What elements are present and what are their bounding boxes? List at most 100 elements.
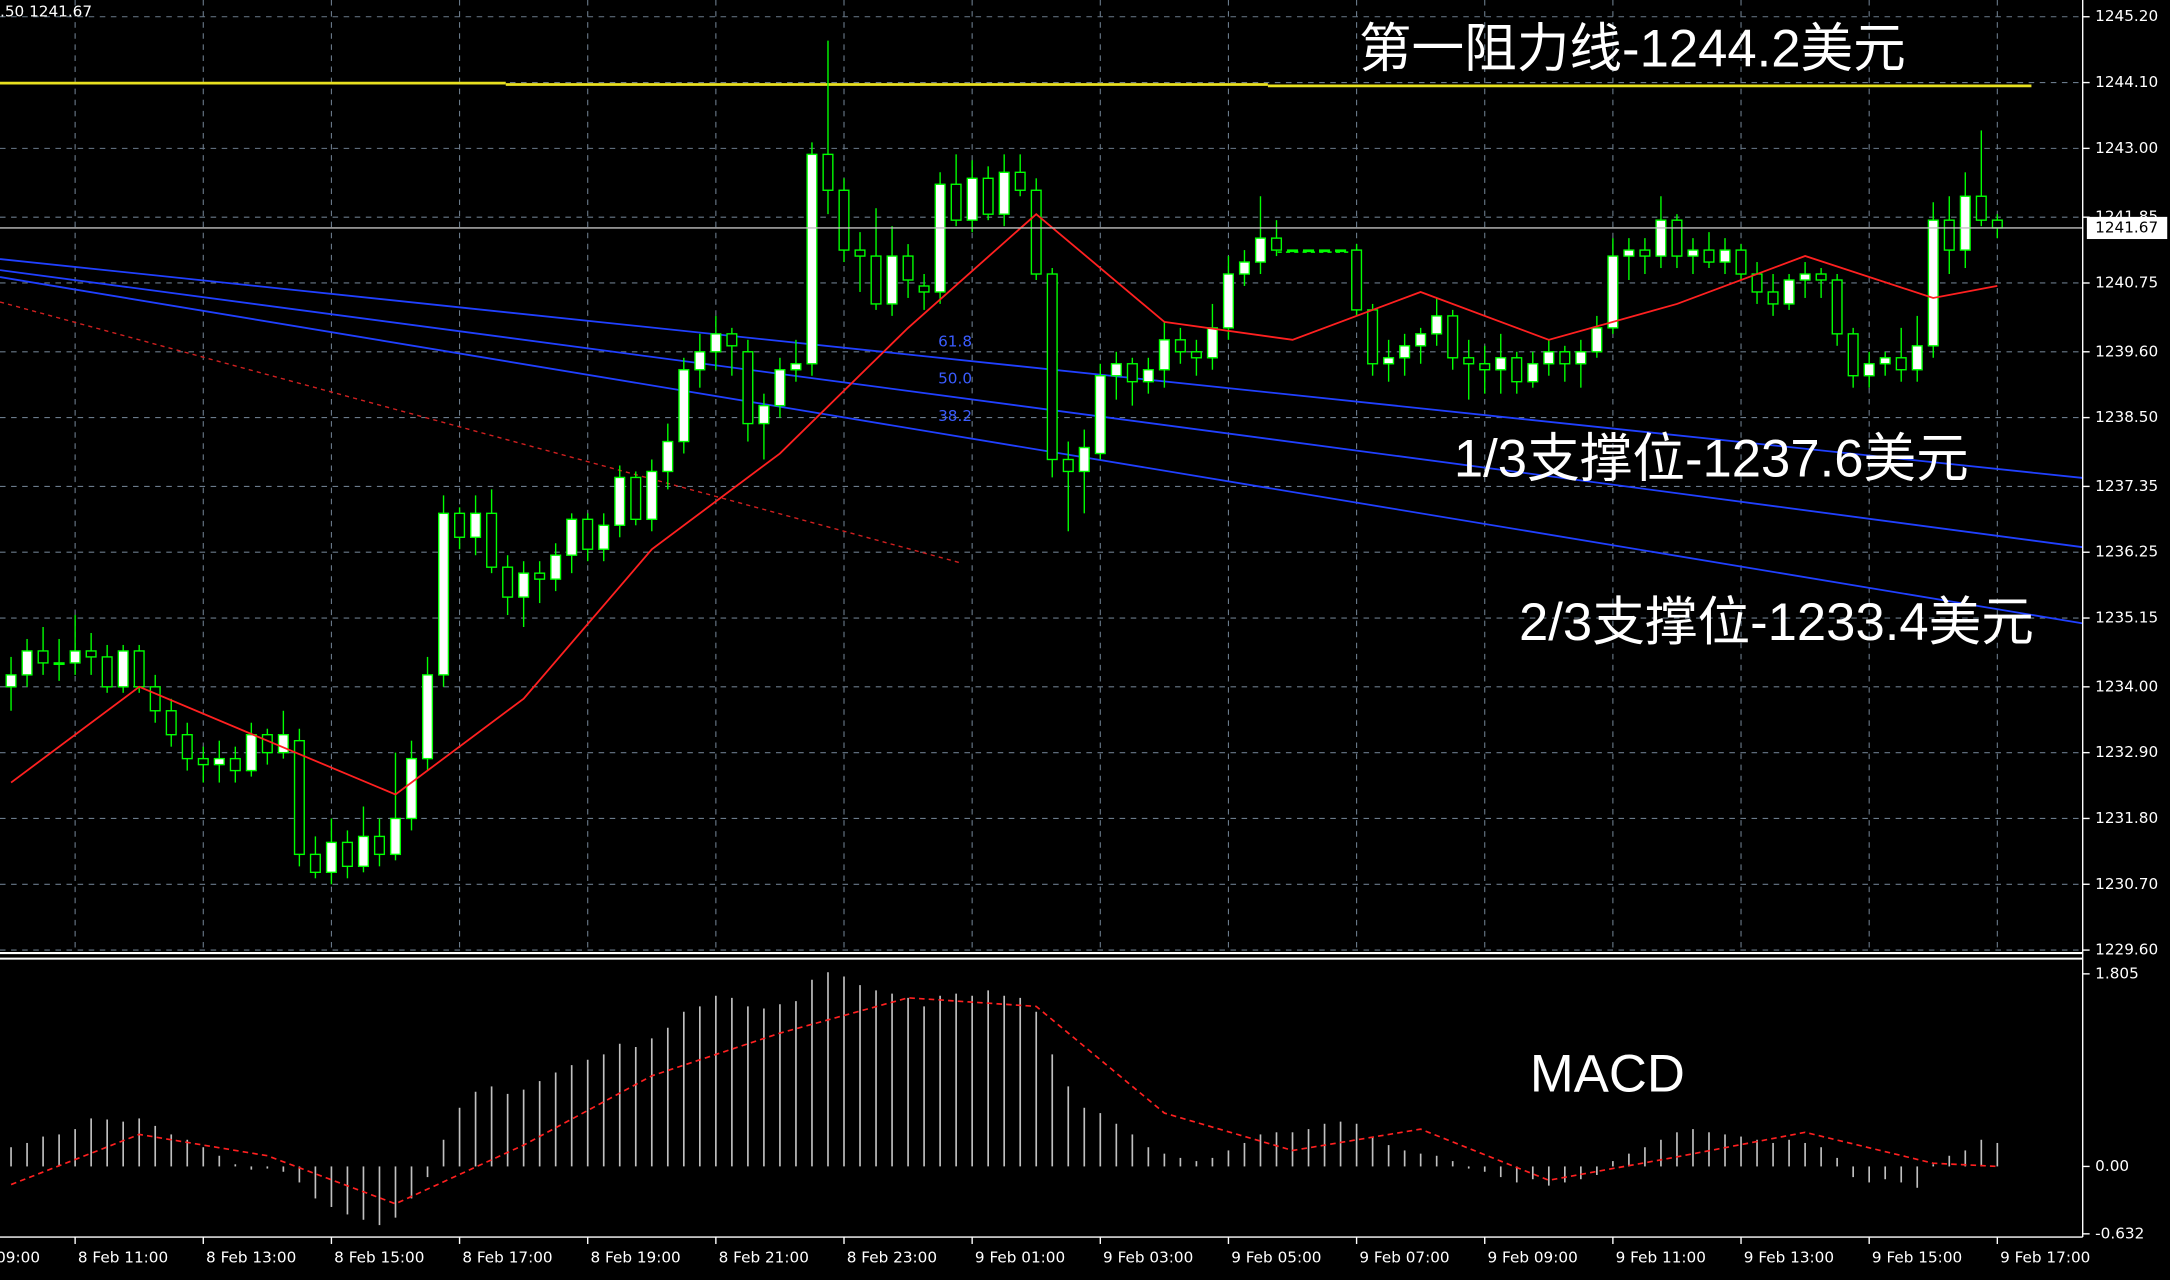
candle-body	[1927, 219, 1939, 347]
x-tick-label: 9 Feb 07:00	[1359, 1248, 1449, 1266]
candle-body	[1030, 189, 1042, 275]
marks	[0, 40, 2083, 1226]
candle-body	[1751, 273, 1763, 293]
x-tick-label: 8 Feb 15:00	[334, 1248, 424, 1266]
header: 1241.50 1241.67	[0, 3, 92, 21]
candle-body	[293, 739, 305, 856]
y-tick-label: 1244.10	[2095, 73, 2158, 91]
candle-body	[758, 404, 770, 425]
candle-body	[1415, 333, 1427, 347]
candle-body	[1879, 357, 1891, 365]
candle-body	[69, 650, 81, 664]
candle-body	[1607, 255, 1619, 329]
candle-body	[341, 841, 353, 868]
candle-body	[245, 734, 257, 772]
candle-body	[1110, 363, 1122, 377]
candle-body	[662, 440, 674, 473]
candle-body	[614, 476, 626, 526]
candle-body	[405, 757, 418, 820]
candle-body	[1319, 249, 1331, 253]
annotation: 第一阻力线-1244.2美元	[1359, 20, 1906, 79]
candle-body	[421, 674, 434, 760]
candle-body	[1190, 351, 1202, 359]
candle-body	[1719, 249, 1731, 263]
candle-body	[486, 512, 498, 568]
x-tick-label: 8 Feb 17:00	[462, 1248, 552, 1266]
y-tick-label: 1230.70	[2095, 875, 2158, 893]
candle-body	[1094, 375, 1106, 455]
trend-line	[0, 276, 2083, 625]
candle-body	[213, 757, 225, 766]
candle-body	[502, 566, 514, 598]
candle-body	[1238, 261, 1251, 275]
candle-body	[998, 171, 1010, 215]
grid	[0, 0, 2083, 954]
candle-body	[518, 572, 530, 598]
candle-body	[1351, 249, 1363, 311]
candle-body	[902, 255, 914, 281]
x-tick-label: 8 Feb 13:00	[206, 1248, 296, 1266]
candle-body	[229, 757, 241, 772]
candle-body	[1254, 237, 1267, 263]
candle-body	[1479, 363, 1491, 371]
candle-body	[470, 512, 482, 538]
candle-body	[309, 853, 321, 873]
y2-tick-label: 0.00	[2095, 1157, 2129, 1175]
candle-body	[133, 650, 145, 688]
x-tick-label: 8 Feb 09:00	[0, 1248, 40, 1266]
candle-body	[1655, 219, 1667, 257]
fib-label: 38.2	[938, 407, 972, 425]
candle-body	[1302, 249, 1315, 253]
candle-body	[1078, 446, 1090, 473]
y-tick-label: 1243.00	[2095, 139, 2158, 157]
candle-body	[550, 554, 562, 580]
candle-body	[950, 183, 962, 221]
candle-body	[934, 183, 946, 293]
candle-body	[85, 650, 97, 658]
trend-line	[0, 258, 2083, 479]
candle-body	[1447, 315, 1459, 359]
candle-body	[1399, 345, 1411, 359]
candle-body	[1527, 363, 1539, 383]
candle-body	[678, 369, 690, 443]
candle-body	[1495, 357, 1507, 371]
candle-body	[1046, 273, 1058, 461]
candle-body	[149, 686, 161, 712]
candle-body	[1895, 357, 1907, 371]
fib-label: 61.8	[938, 332, 972, 350]
candle-body	[918, 285, 930, 293]
current-price-label: 1241.67	[2095, 218, 2158, 236]
candle-body	[1463, 357, 1475, 365]
x-tick-label: 8 Feb 11:00	[78, 1248, 168, 1266]
candle-body	[1735, 249, 1747, 275]
candle-body	[1206, 327, 1218, 359]
x-tick-label: 8 Feb 23:00	[847, 1248, 937, 1266]
fib-label: 50.0	[938, 370, 972, 388]
candle-body	[1431, 315, 1443, 335]
candle-body	[5, 674, 17, 688]
candle-body	[117, 650, 129, 688]
x-tick-label: 9 Feb 09:00	[1488, 1248, 1578, 1266]
candle-body	[694, 351, 706, 371]
x-tick-label: 8 Feb 19:00	[590, 1248, 680, 1266]
candle-body	[37, 650, 49, 664]
candle-body	[1270, 237, 1283, 251]
candle-body	[1639, 249, 1651, 257]
x-tick-label: 8 Feb 21:00	[719, 1248, 809, 1266]
candle-body	[389, 817, 402, 856]
candle-body	[1591, 327, 1603, 353]
candle-body	[325, 841, 337, 873]
annotation: MACD	[1530, 1045, 1685, 1104]
candle-body	[197, 757, 209, 766]
candle-body	[854, 249, 866, 257]
candle-body	[1991, 219, 2003, 229]
candle-body	[886, 255, 898, 305]
x-tick-label: 9 Feb 17:00	[2000, 1248, 2090, 1266]
candle-body	[774, 369, 786, 407]
candle-body	[373, 835, 386, 856]
candle-body	[870, 255, 882, 305]
axes: 1245.201244.101243.001241.851240.751239.…	[0, 7, 2168, 1266]
candle-body	[1831, 279, 1843, 335]
